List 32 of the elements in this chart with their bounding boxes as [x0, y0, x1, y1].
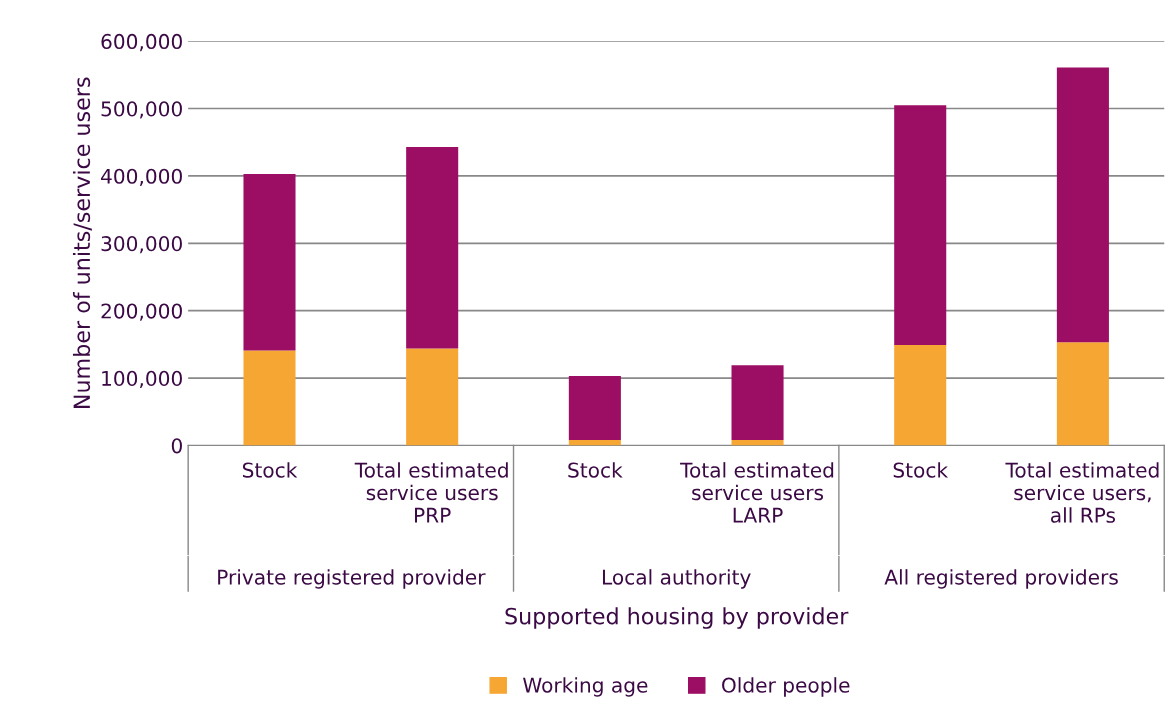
bar: [243, 350, 296, 446]
bar: [1056, 342, 1109, 446]
y-tick-label: 300,000: [101, 236, 182, 254]
text: Private registered provider: [218, 569, 486, 589]
legend-label: Older people: [722, 677, 850, 697]
y-tick-label: 100,000: [102, 370, 182, 389]
text: All registered providers: [884, 569, 1118, 589]
bar: [894, 105, 947, 346]
text: Local authority: [602, 569, 751, 589]
y-tick-label: 200,000: [101, 303, 182, 321]
x-tick-label: Total estimated service users LARP: [680, 462, 834, 523]
bar: [731, 365, 784, 441]
x-tick-label: Stock: [568, 462, 623, 478]
bar: [731, 440, 784, 446]
legend-label: Working age: [523, 677, 648, 697]
bar: [406, 146, 459, 349]
y-tick-label: 0: [171, 438, 182, 454]
bar: [243, 173, 296, 351]
y-tick-label: 500,000: [101, 101, 182, 119]
x-tick-label: Stock: [893, 462, 949, 478]
bar: [1056, 67, 1109, 343]
bar: [406, 348, 459, 446]
x-axis-title: Supported housing by provider: [505, 607, 849, 629]
y-tick-label: 400,000: [101, 168, 182, 186]
x-tick-label: Stock: [242, 462, 298, 478]
x-tick-label: Total estimated service users PRP: [354, 462, 508, 523]
bar: [568, 440, 621, 446]
bar: [568, 376, 621, 441]
y-tick-label: 600,000: [101, 33, 182, 52]
bar: [894, 345, 947, 446]
y-axis-title: Number of units/service users: [72, 77, 92, 408]
x-tick-label: Total estimated service users, all RPs: [1005, 462, 1159, 523]
